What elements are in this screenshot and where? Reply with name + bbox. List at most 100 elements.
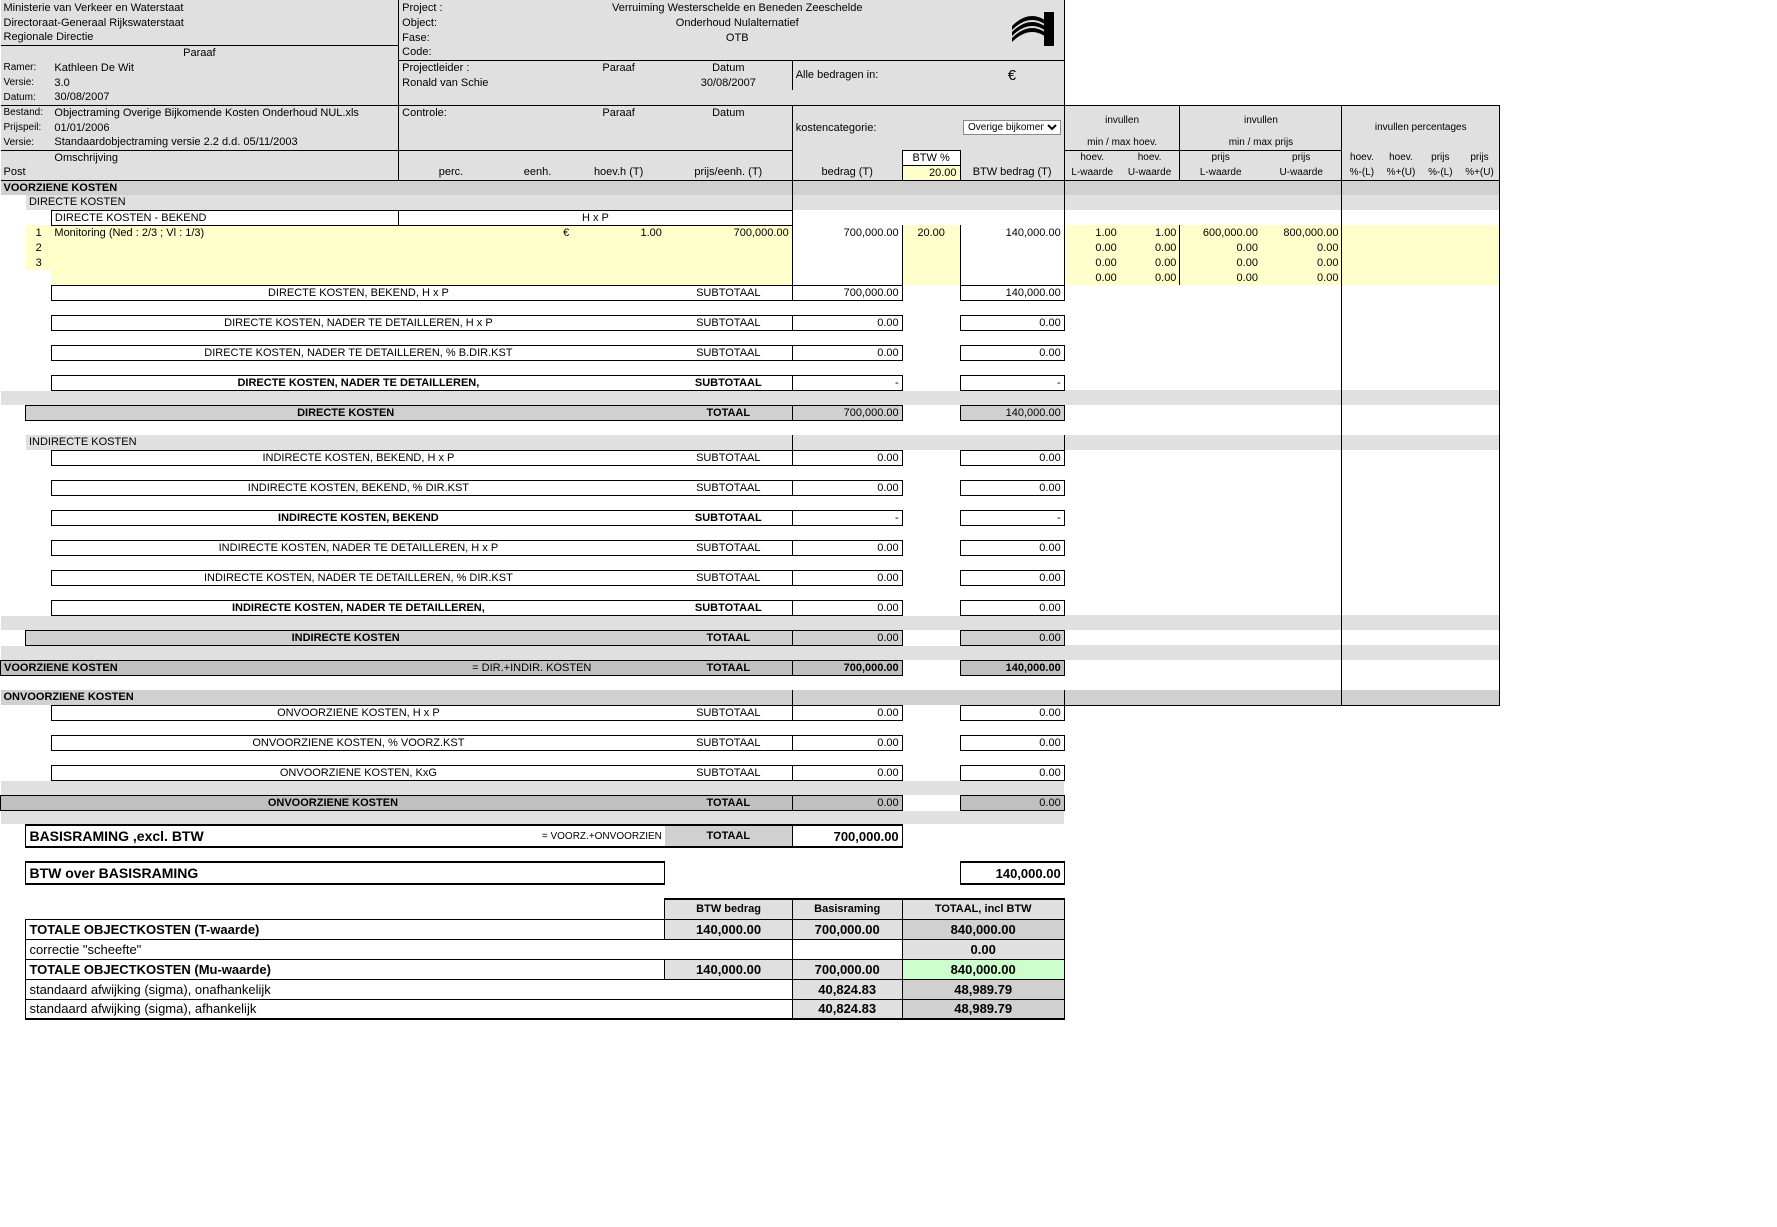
minmax-prijs: min / max prijs <box>1180 135 1342 150</box>
col-btwpct-val[interactable]: 20.00 <box>902 165 960 180</box>
hu-3[interactable]: 0.00 <box>1120 270 1180 285</box>
code-lbl: Code: <box>399 45 573 60</box>
pu-2[interactable]: 0.00 <box>1261 255 1342 270</box>
sigma-af-incl: 48,989.79 <box>902 999 1064 1019</box>
monitoring[interactable]: Monitoring (Ned : 2/3 ; Vl : 1/3) <box>51 225 398 240</box>
ind-nader-hxp: INDIRECTE KOSTEN, NADER TE DETAILLEREN, … <box>51 540 664 555</box>
tot-mu-basis: 700,000.00 <box>792 959 902 979</box>
sub-b8: 0.00 <box>792 540 902 555</box>
mon-bedrag: 700,000.00 <box>792 225 902 240</box>
sub-btw12: 0.00 <box>960 735 1064 750</box>
totaal-4: TOTAAL <box>665 795 792 810</box>
col-pct-pu: prijs <box>1460 150 1500 165</box>
datum2-lbl: Datum <box>665 60 792 75</box>
btw-basis-val: 140,000.00 <box>960 862 1064 884</box>
invullen-prijs: invullen <box>1180 105 1342 135</box>
mon-prijs[interactable]: 700,000.00 <box>665 225 792 240</box>
tot-btw4: 0.00 <box>960 795 1064 810</box>
col-hoevh: hoev.h (T) <box>572 165 665 180</box>
col-lwaarde2: L-waarde <box>1180 165 1261 180</box>
directoraat: Directoraat-Generaal Rijkswaterstaat <box>1 15 399 30</box>
col-pct-hl: hoev. <box>1342 150 1381 165</box>
hu-1[interactable]: 0.00 <box>1120 240 1180 255</box>
subtotaal-9: SUBTOTAAL <box>665 570 792 585</box>
pu-0[interactable]: 800,000.00 <box>1261 225 1342 240</box>
pl-0[interactable]: 600,000.00 <box>1180 225 1261 240</box>
hu-0[interactable]: 1.00 <box>1120 225 1180 240</box>
tot-t-incl: 840,000.00 <box>902 919 1064 939</box>
dir-bekend-hxp: DIRECTE KOSTEN, BEKEND, H x P <box>51 285 664 300</box>
basisraming-val: 700,000.00 <box>792 825 902 847</box>
row-2: 2 <box>26 240 51 255</box>
sigma-af-basis: 40,824.83 <box>792 999 902 1019</box>
paraaf3: Paraaf <box>572 105 665 120</box>
ministerie: Ministerie van Verkeer en Waterstaat <box>1 0 399 15</box>
pl-2[interactable]: 0.00 <box>1180 255 1261 270</box>
hl-3[interactable]: 0.00 <box>1064 270 1120 285</box>
dir-nader-pct: DIRECTE KOSTEN, NADER TE DETAILLEREN, % … <box>51 345 664 360</box>
totaal-incl: TOTAAL, incl BTW <box>902 899 1064 919</box>
versie2-val: Standaardobjectraming versie 2.2 d.d. 05… <box>51 135 398 150</box>
sigma-af: standaard afwijking (sigma), afhankelijk <box>26 999 665 1019</box>
subtotaal-12: SUBTOTAAL <box>665 735 792 750</box>
totaal-5: TOTAAL <box>665 825 792 847</box>
hl-2[interactable]: 0.00 <box>1064 255 1120 270</box>
tot-t-btw: 140,000.00 <box>665 919 792 939</box>
subtotaal-7: SUBTOTAAL <box>665 510 792 525</box>
prijspeil-lbl: Prijspeil: <box>1 120 52 135</box>
sub-b7: - <box>792 510 902 525</box>
sub-b4: - <box>792 375 902 390</box>
pl-1[interactable]: 0.00 <box>1180 240 1261 255</box>
pu-3[interactable]: 0.00 <box>1261 270 1342 285</box>
subtotaal-5: SUBTOTAAL <box>665 450 792 465</box>
sub-btw6: 0.00 <box>960 480 1064 495</box>
sub-btw5: 0.00 <box>960 450 1064 465</box>
col-lwaarde1: L-waarde <box>1064 165 1120 180</box>
paraaf-lbl: Paraaf <box>1 45 399 60</box>
sub-btw3: 0.00 <box>960 345 1064 360</box>
col-prijsl: prijs <box>1180 150 1261 165</box>
correctie-val: 0.00 <box>902 939 1064 959</box>
col-eenh: eenh. <box>503 165 572 180</box>
col-pctuu1: %+(U) <box>1381 165 1420 180</box>
kostencategorie-dropdown[interactable]: Overige bijkomende kosten <box>963 120 1061 135</box>
minmax-hoev: min / max hoev. <box>1064 135 1180 150</box>
hl-1[interactable]: 0.00 <box>1064 240 1120 255</box>
ind-bekend-pct: INDIRECTE KOSTEN, BEKEND, % DIR.KST <box>51 480 664 495</box>
sub-b5: 0.00 <box>792 450 902 465</box>
kostencategorie-lbl: kostencategorie: <box>792 105 960 150</box>
hl-0[interactable]: 1.00 <box>1064 225 1120 240</box>
versie-val: 3.0 <box>51 75 398 90</box>
col-pct-hu: hoev. <box>1381 150 1420 165</box>
dir-totaal: DIRECTE KOSTEN <box>26 405 665 420</box>
invullen-hoev: invullen <box>1064 105 1180 135</box>
col-prijsu: prijs <box>1261 150 1342 165</box>
mon-eenh[interactable]: € <box>503 225 572 240</box>
object-lbl: Object: <box>399 15 573 30</box>
sub-btw2: 0.00 <box>960 315 1064 330</box>
ramer-lbl: Ramer: <box>1 60 52 75</box>
ind-nader: INDIRECTE KOSTEN, NADER TE DETAILLEREN, <box>51 600 664 615</box>
mon-hoev[interactable]: 1.00 <box>572 225 665 240</box>
sub-b13: 0.00 <box>792 765 902 780</box>
col-post: Post <box>1 165 52 180</box>
mon-btwpct[interactable]: 20.00 <box>902 225 960 240</box>
onv-kxg: ONVOORZIENE KOSTEN, KxG <box>51 765 664 780</box>
ind-nader-pct: INDIRECTE KOSTEN, NADER TE DETAILLEREN, … <box>51 570 664 585</box>
subtotaal-6: SUBTOTAAL <box>665 480 792 495</box>
sub-btw8: 0.00 <box>960 540 1064 555</box>
hxp-lbl: H x P <box>399 210 793 225</box>
tot-btw3: 140,000.00 <box>960 660 1064 675</box>
pl-3[interactable]: 0.00 <box>1180 270 1261 285</box>
voorziene-totaal: VOORZIENE KOSTEN <box>1 660 399 675</box>
pu-1[interactable]: 0.00 <box>1261 240 1342 255</box>
sec-onvoorziene: ONVOORZIENE KOSTEN <box>1 690 793 705</box>
btw-basis: BTW over BASISRAMING <box>26 862 665 884</box>
dir-nader-hxp: DIRECTE KOSTEN, NADER TE DETAILLEREN, H … <box>51 315 664 330</box>
subtotaal-11: SUBTOTAAL <box>665 705 792 720</box>
versie2-lbl: Versie: <box>1 135 52 150</box>
fase-lbl: Fase: <box>399 30 573 45</box>
sigma-onaf: standaard afwijking (sigma), onafhankeli… <box>26 979 665 999</box>
subtotaal-3: SUBTOTAAL <box>665 345 792 360</box>
hu-2[interactable]: 0.00 <box>1120 255 1180 270</box>
